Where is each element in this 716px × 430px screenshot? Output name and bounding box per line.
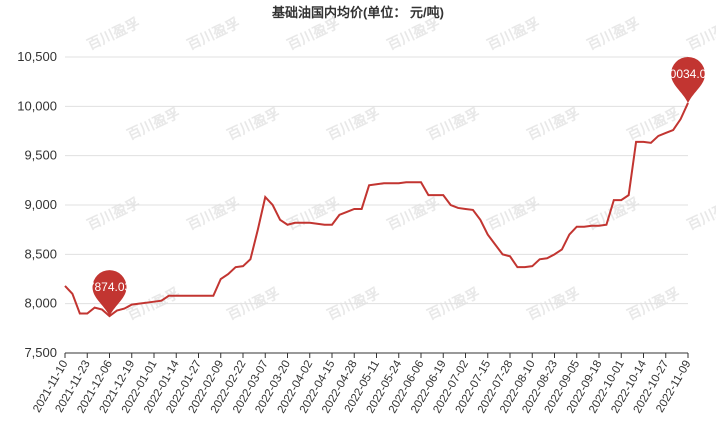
- watermark: 百川盈孚: [625, 105, 683, 143]
- watermark: 百川盈孚: [285, 195, 343, 233]
- watermark: 百川盈孚: [185, 195, 243, 233]
- y-tick-label: 8,500: [24, 246, 57, 261]
- mark-pin: [671, 56, 705, 103]
- watermark: 百川盈孚: [85, 195, 143, 233]
- watermark: 百川盈孚: [425, 105, 483, 143]
- watermark: 百川盈孚: [485, 195, 543, 233]
- watermark: 百川盈孚: [285, 15, 343, 53]
- watermark: 百川盈孚: [685, 195, 716, 233]
- mark-label: 7874.03: [88, 280, 132, 294]
- watermark: 百川盈孚: [385, 195, 443, 233]
- watermark: 百川盈孚: [585, 15, 643, 53]
- mark-label: 10034.04: [663, 67, 713, 81]
- y-tick-label: 9,000: [24, 197, 57, 212]
- watermark: 百川盈孚: [125, 105, 183, 143]
- y-tick-label: 9,500: [24, 148, 57, 163]
- watermark: 百川盈孚: [225, 105, 283, 143]
- data-line: [64, 102, 689, 318]
- watermark: 百川盈孚: [525, 105, 583, 143]
- watermark: 百川盈孚: [385, 15, 443, 53]
- y-tick-label: 8,000: [24, 296, 57, 311]
- watermark: 百川盈孚: [85, 15, 143, 53]
- y-tick-label: 10,500: [17, 49, 57, 64]
- watermark: 百川盈孚: [185, 15, 243, 53]
- watermark: 百川盈孚: [685, 15, 716, 53]
- watermark: 百川盈孚: [325, 105, 383, 143]
- y-tick-label: 10,000: [17, 98, 57, 113]
- y-tick-label: 7,500: [24, 345, 57, 360]
- mark-pin: [92, 270, 127, 317]
- chart-title: 基础油国内均价(单位： 元/吨): [271, 5, 444, 20]
- watermark: 百川盈孚: [485, 15, 543, 53]
